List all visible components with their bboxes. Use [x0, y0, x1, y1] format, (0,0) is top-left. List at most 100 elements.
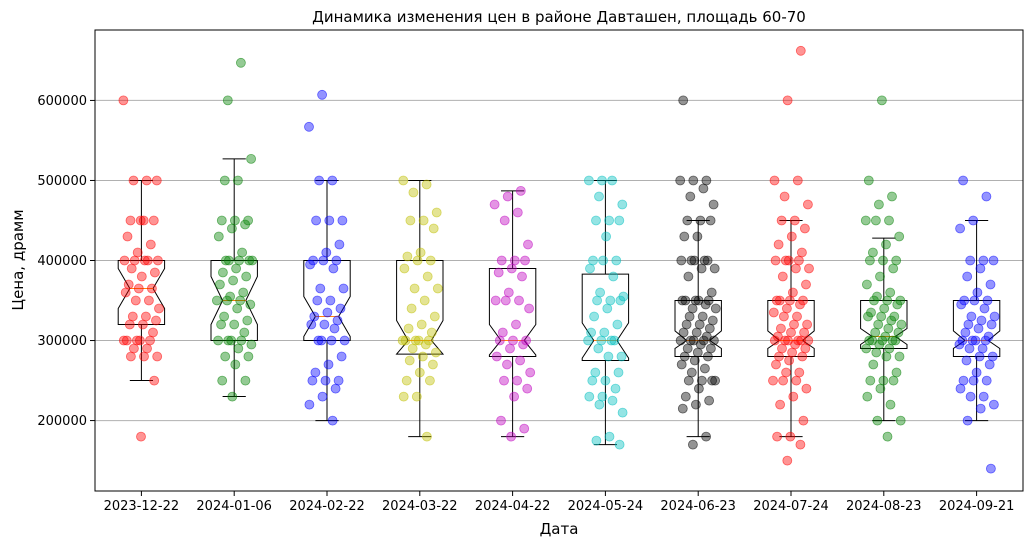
x-tick-label: 2024-03-22	[382, 499, 458, 514]
data-point	[142, 255, 153, 266]
data-point	[407, 343, 418, 354]
data-point	[216, 319, 227, 330]
data-point	[317, 391, 328, 402]
data-point	[240, 375, 251, 386]
data-point	[594, 399, 605, 410]
data-point	[515, 185, 526, 196]
data-point	[222, 95, 233, 106]
data-point	[801, 383, 812, 394]
data-point	[304, 399, 315, 410]
data-point	[962, 271, 973, 282]
data-point	[328, 263, 339, 274]
data-point	[710, 303, 721, 314]
data-point	[592, 295, 602, 306]
data-point	[323, 359, 334, 370]
data-point	[608, 271, 619, 282]
data-point	[231, 263, 242, 274]
data-point	[974, 351, 985, 362]
data-point	[698, 183, 709, 194]
data-point	[512, 207, 523, 218]
data-point	[520, 255, 530, 266]
data-point	[975, 403, 986, 414]
data-point	[895, 415, 906, 426]
data-point	[783, 255, 794, 266]
data-point	[404, 355, 415, 366]
data-point	[124, 319, 135, 330]
data-point	[128, 175, 139, 186]
data-point	[416, 319, 427, 330]
data-point	[398, 391, 409, 402]
data-point	[245, 299, 256, 310]
data-point	[594, 191, 604, 202]
data-point	[408, 187, 419, 198]
data-point	[220, 351, 231, 362]
data-point	[679, 231, 690, 242]
data-point	[780, 255, 791, 266]
data-point	[326, 335, 337, 346]
data-point	[617, 407, 628, 418]
data-point	[804, 263, 814, 274]
data-point	[776, 215, 787, 226]
data-point	[861, 343, 872, 354]
data-point	[887, 191, 897, 202]
data-point	[120, 287, 131, 298]
chart-title: Динамика изменения цен в районе Давташен…	[312, 8, 806, 26]
data-point	[243, 351, 254, 362]
data-point	[125, 351, 136, 362]
data-point	[610, 383, 621, 394]
data-point	[961, 355, 972, 366]
data-point	[118, 95, 129, 106]
data-point	[772, 431, 782, 442]
data-point	[499, 215, 510, 226]
data-point	[891, 367, 902, 378]
data-point	[701, 431, 711, 442]
data-point	[223, 255, 234, 266]
data-point	[489, 199, 500, 210]
data-point	[700, 363, 710, 374]
data-point	[979, 303, 990, 314]
notched-box	[210, 260, 258, 341]
data-point	[213, 335, 224, 346]
data-point	[965, 391, 976, 402]
data-point	[421, 431, 432, 442]
data-point	[240, 219, 251, 230]
x-axis-label: Дата	[540, 520, 579, 538]
data-point	[418, 215, 429, 226]
data-point	[955, 223, 965, 234]
data-point	[771, 359, 781, 370]
data-point	[707, 375, 717, 386]
data-point	[122, 231, 133, 242]
data-point	[709, 263, 720, 274]
data-point	[146, 283, 157, 294]
data-point	[211, 295, 222, 306]
data-point	[137, 319, 148, 330]
data-point	[136, 431, 146, 442]
data-point	[770, 255, 781, 266]
data-point	[422, 271, 433, 282]
data-point	[130, 295, 141, 306]
data-point	[136, 271, 147, 282]
notched-box	[952, 300, 1001, 357]
data-point	[307, 375, 318, 386]
data-point	[675, 335, 686, 346]
data-point	[871, 215, 881, 226]
data-point	[232, 303, 243, 314]
notched-box	[767, 300, 815, 357]
data-point	[412, 255, 423, 266]
data-point	[677, 403, 688, 414]
data-point	[490, 295, 501, 306]
data-point	[141, 175, 152, 186]
data-point	[984, 359, 995, 370]
data-point	[871, 347, 882, 358]
data-point	[427, 359, 438, 370]
data-point	[675, 175, 686, 186]
data-point	[226, 223, 237, 234]
data-point	[775, 399, 785, 410]
data-point	[304, 121, 314, 132]
x-tick-label: 2024-01-06	[196, 499, 272, 514]
data-point	[686, 255, 697, 266]
data-point	[797, 351, 808, 362]
data-point	[964, 343, 975, 354]
x-tick-label: 2024-04-22	[475, 499, 551, 514]
data-point	[689, 255, 700, 266]
